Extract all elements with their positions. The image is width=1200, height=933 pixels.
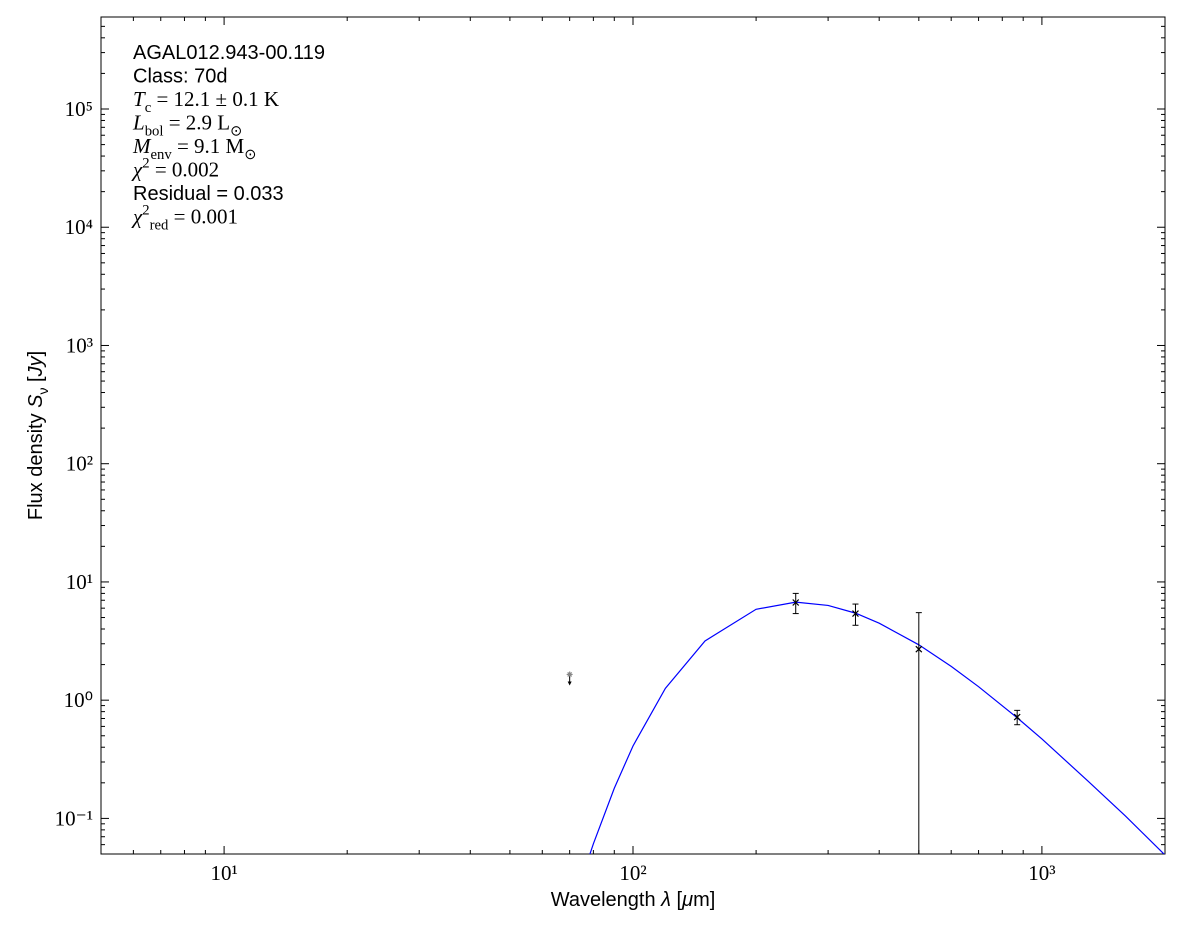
text-segment: ⊙ <box>244 147 256 163</box>
x-tick-label: 10² <box>619 861 646 885</box>
text-segment: Class: 70d <box>133 66 228 88</box>
upper-limit-arrowhead <box>567 681 572 686</box>
text-segment: = 0.002 <box>150 158 220 182</box>
y-tick-label: 10⁵ <box>65 97 93 121</box>
text-segment: [ <box>671 889 683 911</box>
data-point <box>915 645 923 653</box>
text-segment: = 9.1 M <box>172 134 245 158</box>
annotation: Menv = 9.1 M⊙ <box>132 134 257 163</box>
text-segment: m] <box>693 889 715 911</box>
annotation: χ2red = 0.001 <box>131 203 238 234</box>
data-point <box>792 599 800 606</box>
y-tick-label: 10⁴ <box>65 215 93 239</box>
annotation: Residual = 0.033 <box>133 183 284 205</box>
y-axis-label: Flux density Sν [Jy] <box>25 351 51 520</box>
text-segment: [ <box>25 376 47 388</box>
text-segment: AGAL012.943-00.119 <box>133 42 325 64</box>
text-segment: S <box>25 394 47 408</box>
text-segment: μ <box>681 889 693 911</box>
text-segment: λ <box>660 889 671 911</box>
x-axis-label: Wavelength λ [μm] <box>551 889 716 911</box>
y-tick-label: 10³ <box>66 333 93 357</box>
text-segment: = 12.1 ± 0.1 K <box>151 87 279 111</box>
text-segment: T <box>133 87 146 111</box>
text-segment: bol <box>145 124 164 140</box>
text-segment: env <box>151 147 173 163</box>
annotation: AGAL012.943-00.119 <box>133 42 325 64</box>
upper-limit-marker <box>566 671 573 678</box>
data-point <box>1013 713 1021 721</box>
text-segment: χ <box>131 205 143 229</box>
annotation: χ2 = 0.002 <box>131 156 219 182</box>
data-point <box>852 610 859 618</box>
y-tick-label: 10² <box>66 452 93 476</box>
text-segment: red <box>150 218 169 234</box>
text-segment: χ <box>131 158 143 182</box>
text-segment: c <box>145 100 152 116</box>
text-segment: Residual = 0.033 <box>133 183 284 205</box>
x-tick-label: 10¹ <box>210 861 237 885</box>
text-segment: Flux density <box>25 408 47 520</box>
text-segment: M <box>132 134 152 158</box>
text-segment: = 0.001 <box>168 205 238 229</box>
text-segment: Jy <box>25 355 47 377</box>
annotation: Class: 70d <box>133 66 228 88</box>
text-segment: 2 <box>142 203 149 219</box>
text-segment: ⊙ <box>230 124 242 140</box>
annotation: Lbol = 2.9 L⊙ <box>132 111 242 140</box>
model-curve <box>589 601 1165 854</box>
annotation: Tc = 12.1 ± 0.1 K <box>133 87 279 116</box>
plot-frame <box>100 16 1166 855</box>
y-tick-label: 10⁻¹ <box>55 806 93 830</box>
plot-area <box>566 592 1165 854</box>
text-segment: ν <box>35 388 51 395</box>
text-segment: Wavelength <box>551 889 661 911</box>
text-segment: L <box>132 111 145 135</box>
x-tick-label: 10³ <box>1028 861 1055 885</box>
text-segment: ] <box>25 351 47 357</box>
text-segment: 2 <box>142 156 149 172</box>
text-segment: = 2.9 L <box>163 111 230 135</box>
y-tick-label: 10⁰ <box>64 688 93 712</box>
y-tick-label: 10¹ <box>66 570 93 594</box>
